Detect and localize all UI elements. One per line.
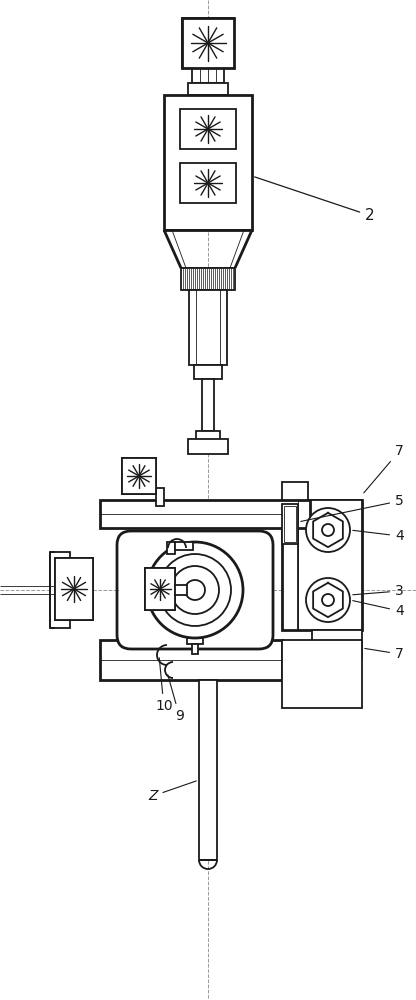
- Bar: [175, 585, 187, 595]
- Bar: [180, 163, 236, 203]
- Circle shape: [306, 508, 350, 552]
- Bar: [55, 558, 93, 620]
- Bar: [100, 640, 282, 680]
- Text: 7: 7: [364, 444, 404, 493]
- Bar: [164, 95, 252, 230]
- Bar: [182, 18, 234, 68]
- Bar: [189, 290, 227, 365]
- Bar: [188, 439, 228, 454]
- Bar: [192, 68, 224, 83]
- Bar: [175, 542, 193, 550]
- Bar: [122, 458, 156, 494]
- Text: 7: 7: [365, 647, 404, 661]
- Bar: [50, 552, 70, 628]
- Bar: [282, 500, 362, 630]
- Text: Z: Z: [148, 781, 196, 803]
- Circle shape: [322, 524, 334, 536]
- Bar: [282, 504, 298, 544]
- Bar: [182, 18, 234, 68]
- Bar: [55, 558, 93, 620]
- Bar: [194, 365, 222, 379]
- Bar: [100, 500, 310, 528]
- Bar: [122, 458, 156, 494]
- Text: 9: 9: [168, 675, 184, 723]
- Bar: [282, 482, 308, 500]
- Circle shape: [306, 578, 350, 622]
- Text: 4: 4: [353, 529, 404, 543]
- Bar: [187, 638, 203, 644]
- Bar: [167, 542, 175, 554]
- Bar: [145, 568, 175, 610]
- Bar: [312, 630, 362, 658]
- Text: 4: 4: [353, 601, 404, 618]
- Bar: [196, 431, 220, 449]
- Circle shape: [322, 594, 334, 606]
- Text: 3: 3: [353, 584, 404, 598]
- Circle shape: [185, 580, 205, 600]
- Circle shape: [171, 566, 219, 614]
- Bar: [180, 109, 236, 149]
- Circle shape: [159, 554, 231, 626]
- Bar: [298, 500, 362, 630]
- Text: 10: 10: [155, 658, 173, 713]
- Bar: [192, 644, 198, 654]
- Bar: [188, 83, 228, 95]
- Text: 5: 5: [301, 494, 404, 521]
- Circle shape: [147, 542, 243, 638]
- Bar: [199, 680, 217, 860]
- Bar: [145, 568, 175, 610]
- Bar: [181, 268, 235, 290]
- Bar: [156, 488, 164, 506]
- FancyBboxPatch shape: [117, 531, 273, 649]
- Bar: [284, 506, 296, 542]
- Bar: [202, 379, 214, 431]
- Bar: [282, 640, 362, 708]
- Text: 2: 2: [255, 177, 375, 223]
